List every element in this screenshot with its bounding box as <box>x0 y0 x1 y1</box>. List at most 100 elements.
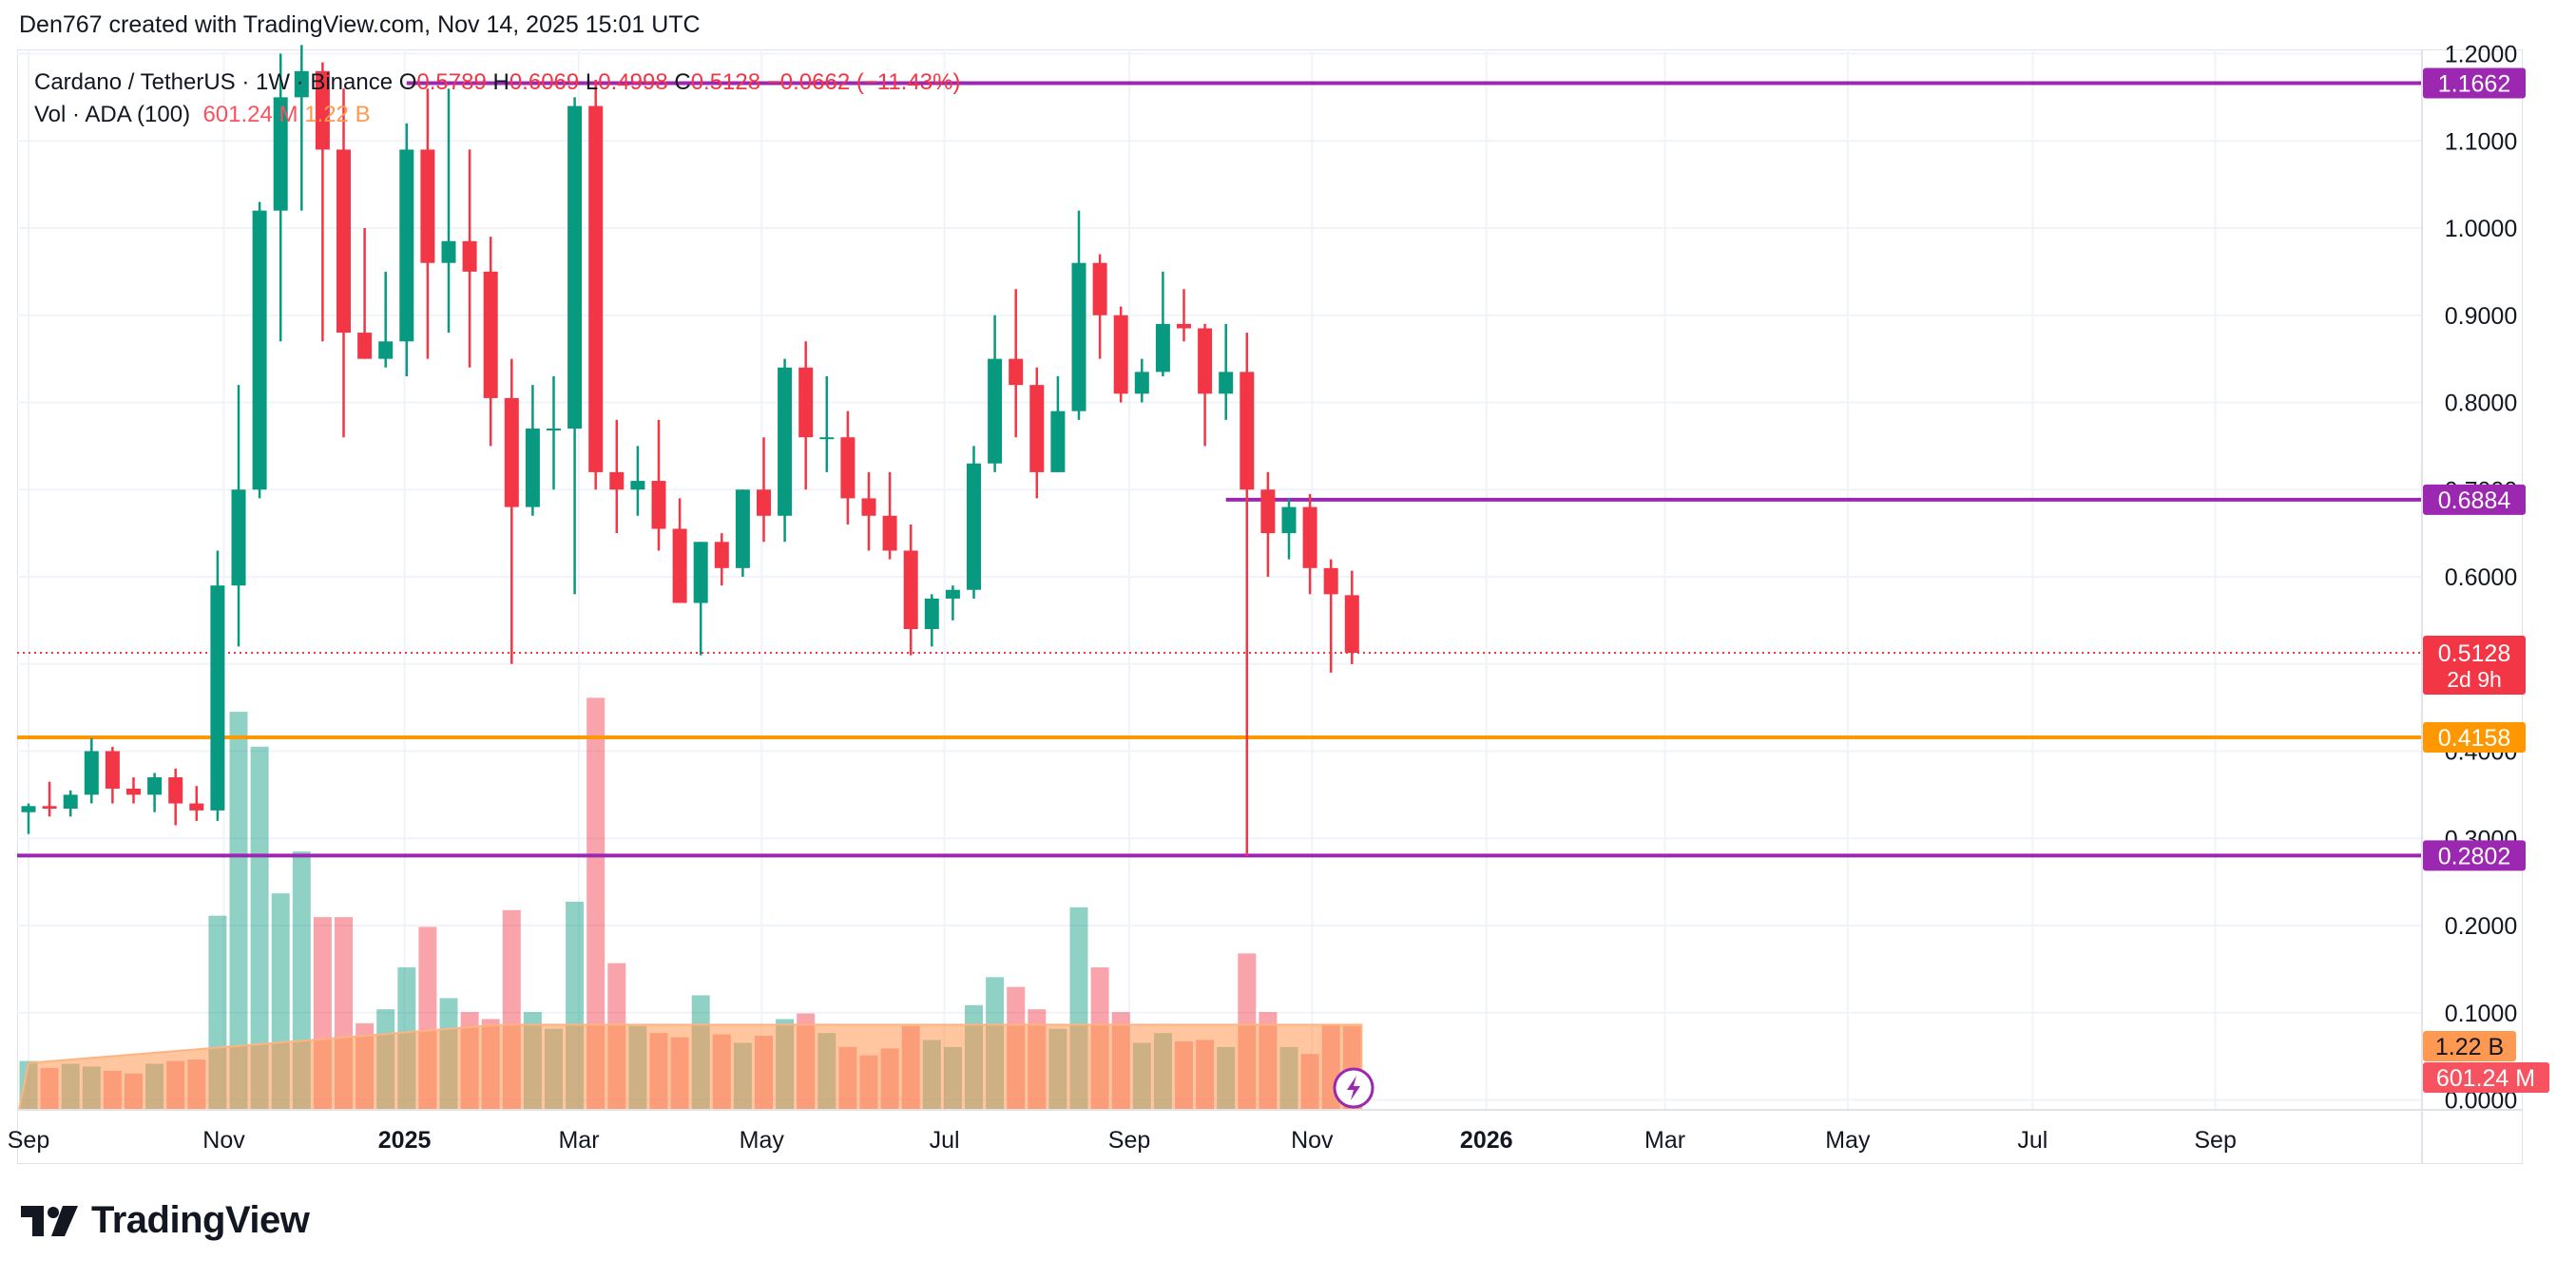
open-value: 0.5789 <box>416 69 487 95</box>
x-tick-label: 2025 <box>378 1127 432 1154</box>
y-tick-label: 0.6000 <box>2445 564 2517 591</box>
tradingview-logo[interactable]: TradingView <box>21 1199 310 1242</box>
candle-body <box>294 70 309 98</box>
candle-body <box>1323 567 1338 595</box>
hline-price-label-bg <box>2423 722 2526 754</box>
candle-body <box>714 542 729 568</box>
candle-body <box>1050 410 1066 472</box>
volume-axis-label: 601.24 M <box>2436 1065 2535 1092</box>
candle-body <box>757 489 771 516</box>
candle-body <box>924 598 939 630</box>
candle-body <box>945 589 960 599</box>
x-tick-label: Mar <box>1644 1127 1685 1154</box>
low-label: L <box>585 69 599 95</box>
candle-body <box>336 149 351 334</box>
x-tick-label: Sep <box>1108 1127 1150 1154</box>
candle-body <box>315 70 330 150</box>
lightning-icon <box>1347 1076 1360 1100</box>
hline-price-label-bg <box>2423 67 2526 99</box>
chart-legend: Cardano / TetherUS · 1W · Binance O0.578… <box>34 67 960 131</box>
hline-price-label: 1.1662 <box>2438 71 2510 98</box>
candle-body <box>42 806 57 810</box>
candle-body <box>819 437 835 440</box>
candle-body <box>1071 262 1086 411</box>
x-tick-label: Nov <box>202 1127 245 1154</box>
x-tick-label: Mar <box>558 1127 599 1154</box>
price-change: −0.0662 (−11.43%) <box>766 69 961 95</box>
candle-body <box>1219 372 1234 394</box>
hline-price-label: 0.4158 <box>2438 725 2510 752</box>
candle-body <box>840 437 855 499</box>
candle-body <box>441 240 456 263</box>
volume-value: 601.24 M <box>202 102 298 127</box>
candle-body <box>147 777 163 795</box>
low-value: 0.4998 <box>598 69 668 95</box>
volume-ma-area <box>17 1023 1363 1111</box>
open-label: O <box>398 69 417 95</box>
candle-body <box>630 481 645 490</box>
symbol-title: Cardano / TetherUS · 1W · Binance <box>34 69 394 95</box>
bar-countdown-label: 2d 9h <box>2447 667 2502 692</box>
x-tick-label: Jul <box>2017 1127 2047 1154</box>
candle-body <box>1344 595 1359 654</box>
candle-body <box>189 803 204 811</box>
candle-body <box>693 542 708 603</box>
volume-ma-value: 1.22 B <box>304 102 371 127</box>
candle-body <box>210 585 225 811</box>
candle-body <box>273 97 288 211</box>
high-label: H <box>492 69 509 95</box>
candle-body <box>1281 506 1297 534</box>
candle-body <box>420 149 435 263</box>
x-tick-label: Nov <box>1291 1127 1334 1154</box>
candle-body <box>1155 323 1170 372</box>
axes: 0.00000.10000.20000.30000.40000.50000.60… <box>8 42 2523 1164</box>
candle-body <box>1092 262 1107 315</box>
candle-body <box>504 397 519 507</box>
volume-ma-axis-label-bg <box>2423 1031 2516 1061</box>
x-tick-label: May <box>740 1127 785 1154</box>
chart-attribution: Den767 created with TradingView.com, Nov… <box>19 11 701 38</box>
chart-frame[interactable] <box>17 49 2523 1164</box>
candle-body <box>1240 372 1255 490</box>
candle-body <box>903 550 918 630</box>
candle-body <box>378 341 394 359</box>
x-tick-label: May <box>1825 1127 1871 1154</box>
candle-body <box>882 515 897 551</box>
candle-body <box>357 333 373 359</box>
y-tick-label: 0.1000 <box>2445 1001 2517 1027</box>
candle-body <box>462 240 477 272</box>
y-tick-label: 1.0000 <box>2445 216 2517 242</box>
last-price-label: 0.5128 <box>2438 640 2510 667</box>
candle-body <box>105 751 120 789</box>
y-tick-label: 0.8000 <box>2445 391 2517 417</box>
grid-lines <box>17 49 2422 1110</box>
tradingview-logo-icon <box>21 1205 78 1236</box>
y-tick-label: 1.2000 <box>2445 42 2517 68</box>
candle-body <box>798 367 814 438</box>
volume-bar <box>250 746 269 1110</box>
x-tick-label: 2026 <box>1460 1127 1513 1154</box>
candle-body <box>63 794 78 810</box>
candle-body <box>778 367 793 516</box>
candle-body <box>567 105 583 430</box>
candle-body <box>525 429 540 507</box>
candles <box>21 45 1359 856</box>
candle-body <box>651 481 666 529</box>
hline-price-label: 0.2802 <box>2438 843 2510 869</box>
close-label: C <box>674 69 691 95</box>
candle-body <box>126 788 141 795</box>
high-value: 0.6069 <box>509 69 580 95</box>
y-tick-label: 1.1000 <box>2445 128 2517 155</box>
candle-body <box>1029 385 1045 472</box>
last-price-label-bg <box>2423 636 2526 696</box>
x-tick-label: Jul <box>930 1127 960 1154</box>
candle-body <box>483 271 498 398</box>
x-tick-label: Sep <box>8 1127 49 1154</box>
candle-body <box>967 463 981 590</box>
candle-body <box>609 471 625 490</box>
x-tick-label: Sep <box>2194 1127 2236 1154</box>
horizontal-lines <box>17 81 2422 858</box>
candle-body <box>168 777 183 804</box>
